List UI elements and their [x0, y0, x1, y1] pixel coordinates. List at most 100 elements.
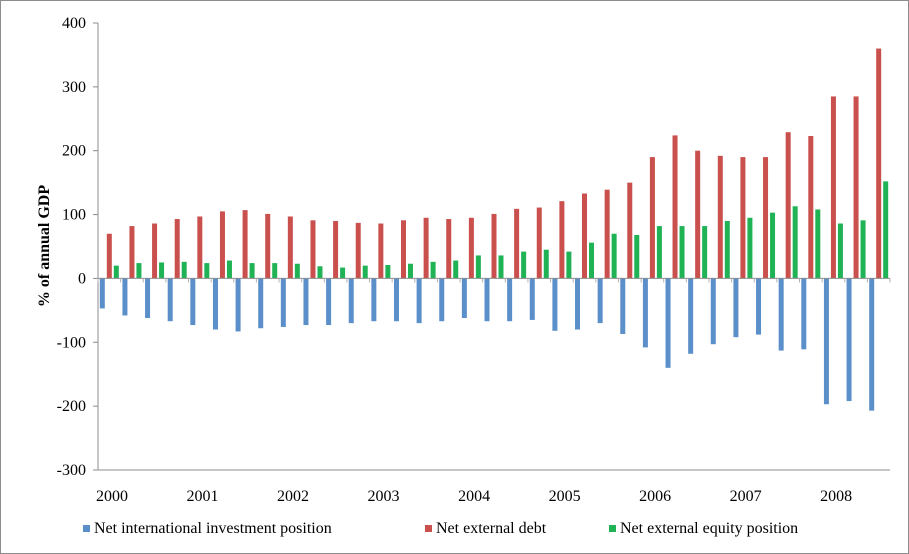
bar-net-external-equity-position [656, 226, 662, 279]
bar-net-international-investment-position [846, 278, 852, 402]
bar-net-external-equity-position [837, 223, 843, 279]
bar-net-international-investment-position [461, 278, 467, 319]
bar-net-external-equity-position [770, 212, 776, 279]
bar-net-external-equity-position [521, 251, 527, 279]
bar-net-external-debt [423, 217, 429, 279]
legend-swatch-net-external-equity-position [609, 525, 616, 532]
bar-net-external-equity-position [747, 217, 753, 279]
bar-net-external-equity-position [566, 251, 572, 279]
bar-net-external-equity-position [543, 249, 549, 279]
bar-net-external-equity-position [453, 260, 459, 279]
y-tick-label: -200 [57, 398, 86, 415]
bar-net-external-equity-position [317, 266, 323, 279]
bar-net-external-debt [785, 132, 791, 279]
bar-net-external-debt [649, 157, 655, 279]
bar-net-international-investment-position [801, 278, 807, 350]
y-tick-label: 300 [62, 79, 86, 96]
bar-net-external-equity-position [113, 265, 119, 279]
bar-net-external-equity-position [226, 260, 232, 279]
bar-net-external-equity-position [702, 226, 708, 279]
bar-net-international-investment-position [710, 278, 716, 345]
bar-net-international-investment-position [620, 278, 626, 334]
x-tick-label: 2005 [549, 488, 581, 505]
bar-net-external-debt [129, 226, 135, 279]
x-tick-label: 2008 [820, 488, 852, 505]
axes-layer [97, 23, 891, 471]
bar-net-external-equity-position [204, 263, 210, 279]
bar-net-external-debt [491, 213, 497, 279]
bar-net-external-debt [536, 207, 542, 279]
bar-net-international-investment-position [642, 278, 648, 348]
y-axis-ticks: -300 -200 -100 0 100 200 300 400 [57, 15, 98, 479]
y-tick-label: -100 [57, 334, 86, 351]
bars-layer [99, 48, 889, 411]
bar-net-external-equity-position [475, 255, 481, 279]
bar-net-external-equity-position [611, 233, 617, 279]
bar-net-international-investment-position [235, 278, 241, 332]
bar-net-external-debt [672, 135, 678, 279]
bar-net-international-investment-position [348, 278, 354, 324]
legend-swatch-net-external-debt [425, 525, 432, 532]
x-tick-label: 2003 [368, 488, 400, 505]
bar-net-external-debt [152, 223, 158, 279]
bar-net-international-investment-position [280, 278, 286, 327]
x-tick-label: 2001 [187, 488, 219, 505]
bar-net-external-equity-position [181, 261, 187, 279]
bar-net-international-investment-position [756, 278, 762, 335]
y-axis-title: % of annual GDP [36, 185, 53, 307]
bar-net-external-debt [559, 201, 565, 279]
bar-net-external-equity-position [792, 206, 798, 279]
bar-net-external-equity-position [724, 220, 730, 279]
bar-net-external-debt [830, 96, 836, 279]
bar-net-external-equity-position [159, 262, 165, 279]
bar-net-international-investment-position [167, 278, 173, 322]
bar-net-external-equity-position [407, 263, 413, 279]
y-tick-label: 200 [62, 143, 86, 160]
bar-net-external-debt [582, 193, 588, 279]
legend-label-net-external-equity-position: Net external equity position [620, 520, 798, 537]
bar-net-external-debt [763, 157, 769, 279]
bar-net-external-debt [265, 213, 271, 279]
legend-label-net-external-debt: Net external debt [436, 520, 547, 537]
bar-net-international-investment-position [145, 278, 151, 319]
bar-net-international-investment-position [507, 278, 513, 322]
x-axis-ticks: 2000 2001 2002 2003 2004 2005 2006 2007 2008 [96, 488, 852, 505]
bar-net-external-debt [400, 220, 406, 279]
bar-net-international-investment-position [778, 278, 784, 351]
bar-net-external-debt [106, 233, 112, 279]
legend-label-net-international-investment-position: Net international investment position [94, 520, 332, 537]
bar-net-international-investment-position [688, 278, 694, 354]
bar-net-external-equity-position [249, 263, 255, 279]
bar-net-external-debt [287, 216, 293, 279]
bar-net-external-equity-position [860, 220, 866, 279]
bar-net-external-debt [446, 219, 452, 279]
y-tick-label: 400 [62, 15, 86, 32]
bar-net-external-equity-position [362, 265, 368, 279]
bar-net-external-debt [695, 150, 701, 279]
x-tick-label: 2002 [277, 488, 309, 505]
bar-net-external-debt [604, 189, 610, 279]
bar-net-external-debt [197, 216, 203, 279]
bar-net-international-investment-position [733, 278, 739, 338]
bar-net-external-debt [468, 217, 474, 279]
bar-net-external-debt [717, 155, 723, 279]
bar-net-international-investment-position [869, 278, 875, 411]
bar-net-international-investment-position [190, 278, 196, 326]
bar-net-external-debt [242, 210, 248, 279]
x-tick-label: 2000 [96, 488, 128, 505]
bar-net-external-equity-position [272, 263, 278, 279]
bar-net-external-equity-position [815, 209, 821, 279]
bar-net-international-investment-position [122, 278, 128, 316]
bar-net-external-debt [740, 157, 746, 279]
y-tick-label: -300 [57, 462, 86, 479]
bar-net-external-equity-position [385, 265, 391, 279]
x-tick-label: 2004 [458, 488, 490, 505]
bar-net-external-equity-position [498, 255, 504, 279]
bar-net-external-debt [514, 208, 520, 279]
bar-net-international-investment-position [575, 278, 581, 330]
bar-net-external-equity-position [430, 261, 436, 279]
bar-net-international-investment-position [258, 278, 264, 329]
bar-net-international-investment-position [371, 278, 377, 322]
bar-net-external-equity-position [634, 235, 640, 279]
bar-net-international-investment-position [529, 278, 535, 320]
